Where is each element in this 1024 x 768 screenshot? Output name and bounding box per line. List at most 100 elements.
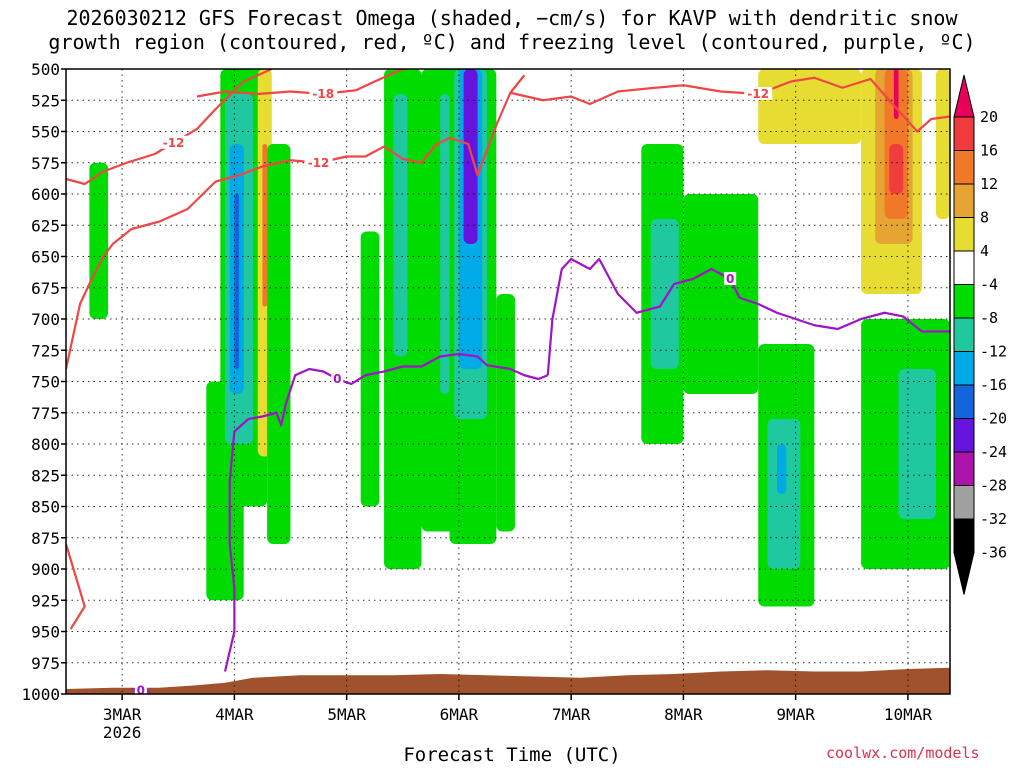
omega-region-18 — [463, 69, 478, 244]
y-axis: 500 525 550 575 600 625 650 675 700 725 750 775 800 8… — [21, 60, 66, 704]
omega-region-8 — [267, 144, 291, 544]
y-tick-label-700: 700 — [31, 310, 60, 329]
dendritic-contour-label-bg-0 — [159, 135, 188, 149]
y-tick-label-800: 800 — [31, 435, 60, 454]
y-tick-label-525: 525 — [31, 91, 60, 110]
omega-region-21 — [650, 219, 679, 369]
omega-region-12 — [393, 94, 408, 357]
colorbar-label-3: 8 — [980, 209, 989, 227]
y-tick-label-600: 600 — [31, 185, 60, 204]
dendritic-contour-label-2: -12 — [308, 156, 330, 170]
colorbar-segment-10 — [953, 451, 975, 486]
x-tick-label-132: 8MAR — [664, 705, 703, 724]
y-tick-label-725: 725 — [31, 341, 60, 360]
omega-region-9 — [360, 231, 380, 507]
freezing-contour-label-bg-2 — [724, 272, 737, 285]
freezing-contour-2 — [546, 257, 950, 376]
y-tick-label-625: 625 — [31, 216, 60, 235]
y-tick-label-900: 900 — [31, 560, 60, 579]
colorbar-segment-2 — [953, 183, 975, 218]
colorbar-label-4: 4 — [980, 242, 989, 260]
omega-region-14 — [440, 94, 450, 394]
freezing-contour-label-1: 0 — [333, 372, 341, 386]
colorbar: 20 16 12 8 4 -4 -8 -12 -16 -20 -24 -28 -32 -36 — [953, 74, 1007, 595]
omega-region-30 — [889, 144, 904, 194]
dendritic-contour-label-1: -18 — [312, 87, 334, 101]
x-tick-sublabel-12: 2026 — [103, 723, 142, 742]
colorbar-label-9: -20 — [980, 410, 1007, 428]
colorbar-label-13: -36 — [980, 544, 1007, 562]
y-tick-label-975: 975 — [31, 654, 60, 673]
omega-region-22 — [683, 194, 759, 394]
dendritic-contour-label-bg-1 — [309, 87, 338, 100]
colorbar-label-5: -4 — [980, 276, 998, 294]
terrain-area — [66, 667, 950, 694]
y-tick-label-750: 750 — [31, 373, 60, 392]
freezing-level-contours: 0 0 0 — [131, 257, 950, 697]
title-line-2: growth region (contoured, red, ºC) and f… — [48, 30, 976, 54]
freezing-contour-1 — [223, 352, 549, 672]
freezing-contour-label-2: 0 — [726, 272, 734, 286]
y-tick-label-1000: 1000 — [21, 685, 60, 704]
y-tick-label-500: 500 — [31, 60, 60, 79]
y-tick-label-850: 850 — [31, 498, 60, 517]
omega-region-5 — [234, 194, 240, 369]
x-tick-label-108: 7MAR — [552, 705, 591, 724]
colorbar-segment-4 — [953, 250, 975, 285]
y-tick-label-575: 575 — [31, 154, 60, 173]
freezing-contour-label-bg-1 — [331, 372, 344, 385]
colorbar-label-0: 20 — [980, 108, 998, 126]
y-tick-label-825: 825 — [31, 466, 60, 485]
colorbar-segment-8 — [953, 384, 975, 419]
y-tick-label-925: 925 — [31, 591, 60, 610]
y-tick-label-875: 875 — [31, 529, 60, 548]
omega-region-26 — [758, 69, 862, 144]
x-tick-label-36: 4MAR — [215, 705, 254, 724]
dendritic-contour-label-0: -12 — [163, 136, 185, 150]
omega-region-25 — [776, 444, 787, 494]
colorbar-label-8: -16 — [980, 376, 1007, 394]
x-tick-label-84: 6MAR — [440, 705, 479, 724]
colorbar-label-2: 12 — [980, 175, 998, 193]
credit-link[interactable]: coolwx.com/models — [826, 744, 980, 762]
terrain — [66, 667, 950, 694]
colorbar-segment-11 — [953, 485, 975, 520]
dendritic-contour-label-bg-3 — [744, 87, 773, 100]
colorbar-segment-5 — [953, 284, 975, 319]
colorbar-label-11: -28 — [980, 477, 1007, 495]
freezing-contour-label-0: 0 — [137, 683, 145, 697]
colorbar-segment-6 — [953, 317, 975, 352]
dendritic-contour-4 — [66, 543, 86, 630]
dendritic-contours: -12 -18 -12 -12 — [66, 69, 950, 630]
x-tick-label-180: 10MAR — [884, 705, 933, 724]
y-tick-label-650: 650 — [31, 248, 60, 267]
omega-region-24 — [767, 419, 801, 569]
x-tick-label-156: 9MAR — [776, 705, 815, 724]
colorbar-top-arrow — [953, 74, 975, 118]
x-tick-label-60: 5MAR — [327, 705, 366, 724]
colorbar-label-12: -32 — [980, 510, 1007, 528]
colorbar-segment-1 — [953, 150, 975, 185]
colorbar-label-6: -8 — [980, 309, 998, 327]
colorbar-segment-12 — [953, 518, 975, 553]
colorbar-label-1: 16 — [980, 142, 998, 160]
dendritic-contour-1 — [196, 69, 404, 98]
colorbar-segment-7 — [953, 351, 975, 386]
freezing-contour-label-bg-0 — [134, 683, 147, 694]
omega-region-19 — [496, 294, 516, 532]
omega-region-34 — [935, 69, 950, 219]
y-tick-label-950: 950 — [31, 623, 60, 642]
colorbar-segment-9 — [953, 418, 975, 453]
x-axis-label: Forecast Time (UTC) — [403, 744, 621, 766]
y-tick-label-550: 550 — [31, 123, 60, 142]
dendritic-contour-label-3: -12 — [747, 87, 769, 101]
colorbar-label-10: -24 — [980, 443, 1007, 461]
y-tick-label-775: 775 — [31, 404, 60, 423]
title-line-1: 2026030212 GFS Forecast Omega (shaded, −… — [66, 6, 958, 30]
colorbar-segment-3 — [953, 217, 975, 252]
x-tick-label-12: 3MAR — [103, 705, 142, 724]
y-tick-label-675: 675 — [31, 279, 60, 298]
colorbar-bottom-arrow — [953, 552, 975, 595]
